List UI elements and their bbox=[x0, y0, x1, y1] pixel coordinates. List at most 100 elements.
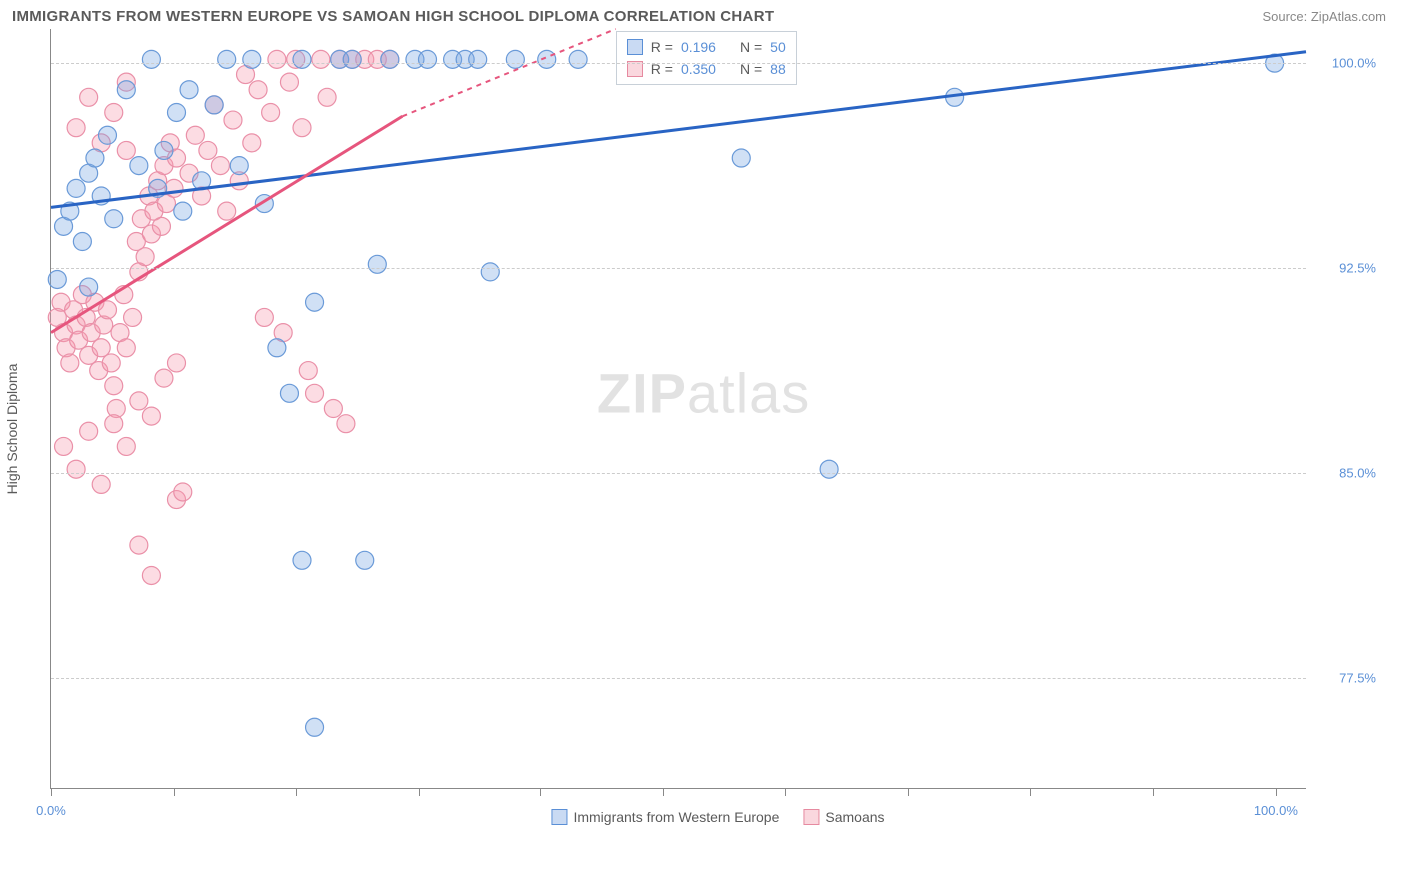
data-point bbox=[243, 134, 261, 152]
data-point bbox=[80, 88, 98, 106]
data-point bbox=[117, 141, 135, 159]
data-point bbox=[538, 50, 556, 68]
r-value-2: 0.350 bbox=[681, 58, 716, 80]
data-point bbox=[280, 384, 298, 402]
data-point bbox=[142, 566, 160, 584]
chart-title: IMMIGRANTS FROM WESTERN EUROPE VS SAMOAN… bbox=[12, 8, 774, 25]
data-point bbox=[124, 308, 142, 326]
x-tick bbox=[663, 788, 664, 796]
data-point bbox=[48, 270, 66, 288]
r-value-1: 0.196 bbox=[681, 36, 716, 58]
data-point bbox=[168, 103, 186, 121]
legend-item-1: Immigrants from Western Europe bbox=[551, 809, 779, 825]
x-tick bbox=[296, 788, 297, 796]
data-point bbox=[218, 50, 236, 68]
data-point bbox=[67, 119, 85, 137]
chart-header: IMMIGRANTS FROM WESTERN EUROPE VS SAMOAN… bbox=[0, 0, 1406, 29]
chart-container: High School Diploma ZIPatlas R = 0.196 N… bbox=[50, 29, 1386, 829]
plot-area: ZIPatlas R = 0.196 N = 50 R = 0.350 N = … bbox=[50, 29, 1306, 789]
data-point bbox=[356, 551, 374, 569]
data-point bbox=[102, 354, 120, 372]
data-point bbox=[243, 50, 261, 68]
legend-item-2: Samoans bbox=[803, 809, 884, 825]
n-value-1: 50 bbox=[770, 36, 786, 58]
x-min-label: 0.0% bbox=[36, 803, 66, 818]
data-point bbox=[142, 50, 160, 68]
data-point bbox=[368, 255, 386, 273]
data-point bbox=[268, 50, 286, 68]
x-tick bbox=[1030, 788, 1031, 796]
n-label-2: N = bbox=[740, 58, 762, 80]
r-label-2: R = bbox=[651, 58, 673, 80]
data-point bbox=[268, 339, 286, 357]
data-point bbox=[92, 475, 110, 493]
data-point bbox=[312, 50, 330, 68]
data-point bbox=[820, 460, 838, 478]
data-point bbox=[117, 437, 135, 455]
data-point bbox=[67, 179, 85, 197]
data-point bbox=[224, 111, 242, 129]
data-point bbox=[205, 96, 223, 114]
stats-row-1: R = 0.196 N = 50 bbox=[627, 36, 786, 58]
data-point bbox=[199, 141, 217, 159]
data-point bbox=[481, 263, 499, 281]
data-point bbox=[186, 126, 204, 144]
data-point bbox=[211, 157, 229, 175]
y-axis-label: High School Diploma bbox=[4, 364, 20, 495]
data-point bbox=[180, 81, 198, 99]
data-point bbox=[155, 141, 173, 159]
swatch-blue-icon bbox=[627, 39, 643, 55]
x-tick bbox=[540, 788, 541, 796]
data-point bbox=[142, 407, 160, 425]
scatter-svg bbox=[51, 29, 1306, 788]
data-point bbox=[92, 339, 110, 357]
x-max-label: 100.0% bbox=[1254, 803, 1298, 818]
grid-line bbox=[51, 473, 1306, 474]
data-point bbox=[306, 384, 324, 402]
data-point bbox=[105, 210, 123, 228]
data-point bbox=[306, 293, 324, 311]
swatch-pink-icon bbox=[803, 809, 819, 825]
data-point bbox=[381, 50, 399, 68]
y-tick-label: 77.5% bbox=[1339, 670, 1376, 685]
data-point bbox=[732, 149, 750, 167]
x-tick bbox=[1276, 788, 1277, 796]
data-point bbox=[306, 718, 324, 736]
y-tick-label: 100.0% bbox=[1332, 56, 1376, 71]
data-point bbox=[299, 362, 317, 380]
data-point bbox=[117, 81, 135, 99]
data-point bbox=[469, 50, 487, 68]
data-point bbox=[343, 50, 361, 68]
x-tick bbox=[908, 788, 909, 796]
data-point bbox=[105, 415, 123, 433]
trend-line-pink-dash bbox=[402, 29, 615, 116]
grid-line bbox=[51, 63, 1306, 64]
data-point bbox=[280, 73, 298, 91]
data-point bbox=[218, 202, 236, 220]
swatch-blue-icon bbox=[551, 809, 567, 825]
grid-line bbox=[51, 268, 1306, 269]
data-point bbox=[130, 536, 148, 554]
source-attribution: Source: ZipAtlas.com bbox=[1262, 9, 1386, 24]
data-point bbox=[324, 400, 342, 418]
data-point bbox=[80, 278, 98, 296]
data-point bbox=[86, 149, 104, 167]
y-tick-label: 85.0% bbox=[1339, 466, 1376, 481]
data-point bbox=[569, 50, 587, 68]
data-point bbox=[130, 392, 148, 410]
data-point bbox=[249, 81, 267, 99]
r-label-1: R = bbox=[651, 36, 673, 58]
data-point bbox=[55, 437, 73, 455]
n-label-1: N = bbox=[740, 36, 762, 58]
data-point bbox=[105, 103, 123, 121]
x-tick bbox=[174, 788, 175, 796]
legend-label-2: Samoans bbox=[825, 809, 884, 825]
legend-label-1: Immigrants from Western Europe bbox=[573, 809, 779, 825]
grid-line bbox=[51, 678, 1306, 679]
n-value-2: 88 bbox=[770, 58, 786, 80]
data-point bbox=[73, 233, 91, 251]
data-point bbox=[255, 308, 273, 326]
data-point bbox=[262, 103, 280, 121]
data-point bbox=[174, 483, 192, 501]
data-point bbox=[293, 119, 311, 137]
